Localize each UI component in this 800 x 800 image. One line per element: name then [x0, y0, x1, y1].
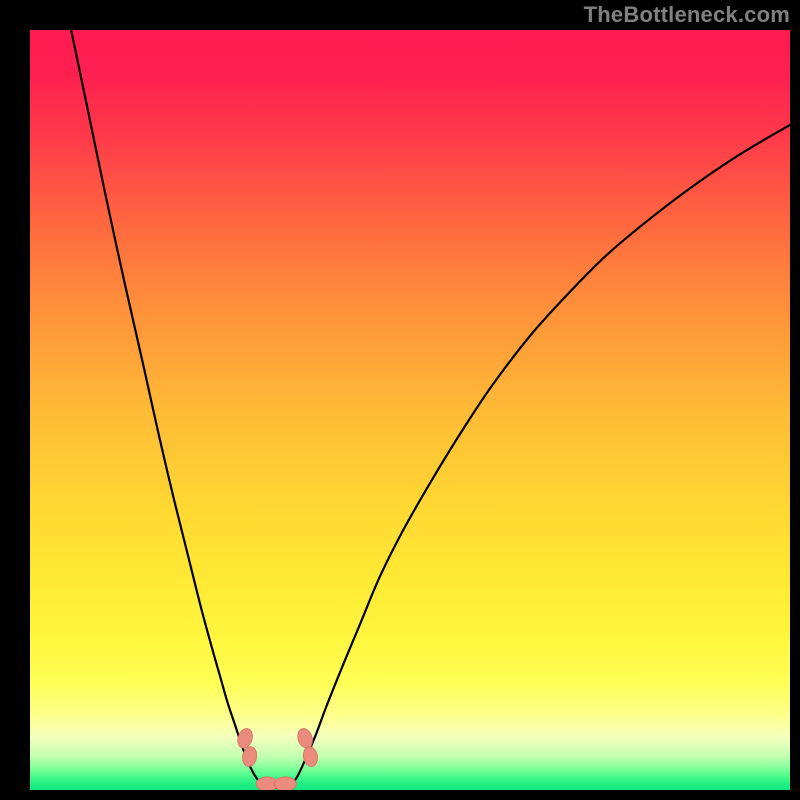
marker-5 [274, 777, 296, 790]
gradient-background [30, 30, 790, 790]
chart-svg [30, 30, 790, 790]
watermark-text: TheBottleneck.com [584, 2, 790, 28]
plot-area [30, 30, 790, 790]
chart-container: TheBottleneck.com [0, 0, 800, 800]
